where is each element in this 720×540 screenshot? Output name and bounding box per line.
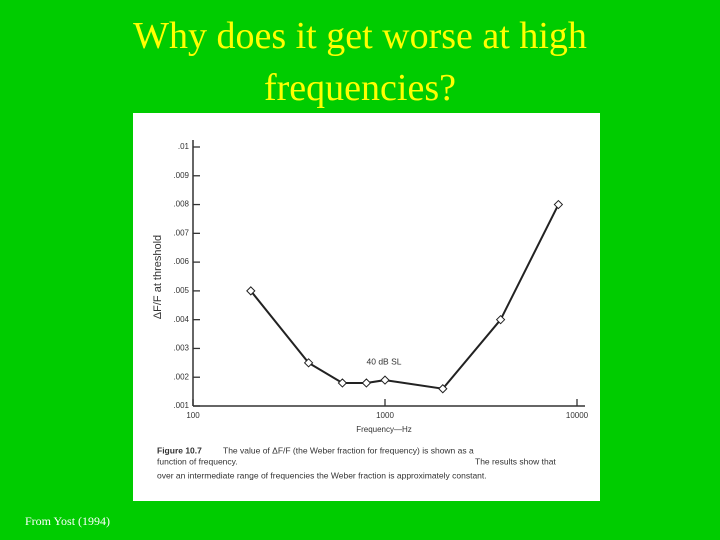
caption-line: The results show that [475,456,556,466]
caption-label: Figure 10.7 [157,445,202,455]
point [380,375,390,385]
point [337,378,348,388]
y-tick-label: .005 [173,286,189,295]
x-tick-label: 1000 [376,411,394,420]
chart: ΔF/F at threshold Frequency—Hz Figure 10… [133,113,600,501]
line [250,204,560,390]
y-tick-label: .007 [173,228,189,237]
y-tick-label: .01 [178,142,190,151]
y-tick-label: .001 [173,401,189,410]
x-tick-label: 100 [186,411,200,420]
point [438,384,448,394]
y-tick-label: .003 [173,344,189,353]
y-tick-label: .008 [173,200,189,209]
y-tick-label: .002 [173,372,189,381]
y-axis-label: ΔF/F at threshold [152,235,164,319]
series-label: 40 dB SL [367,356,402,366]
slide-footer: From Yost (1994) [25,514,111,528]
caption-line: over an intermediate range of frequencie… [157,470,487,480]
x-tick-label: 10000 [566,411,589,420]
caption-line: function of frequency. [157,456,238,466]
point [303,358,314,368]
point [553,199,564,210]
y-tick-label: .006 [173,257,189,266]
slide-title: Why does it get worse at high frequencie… [133,15,587,109]
point [246,286,256,296]
y-tick-label: .004 [173,315,189,324]
caption-line: The value of ΔF/F (the Weber fraction fo… [223,445,474,455]
figure-panel [133,113,600,501]
point [495,314,506,325]
y-tick-label: .009 [173,171,189,180]
x-axis-label: Frequency—Hz [356,425,412,434]
point [361,378,372,388]
